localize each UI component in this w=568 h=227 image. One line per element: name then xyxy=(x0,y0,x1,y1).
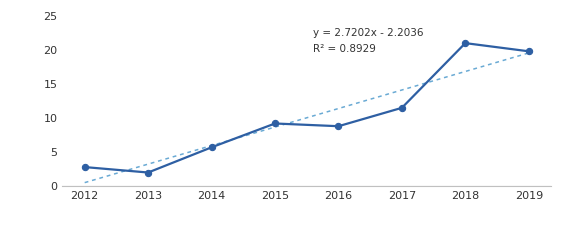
Text: y = 2.7202x - 2.2036
R² = 0.8929: y = 2.7202x - 2.2036 R² = 0.8929 xyxy=(313,28,424,54)
